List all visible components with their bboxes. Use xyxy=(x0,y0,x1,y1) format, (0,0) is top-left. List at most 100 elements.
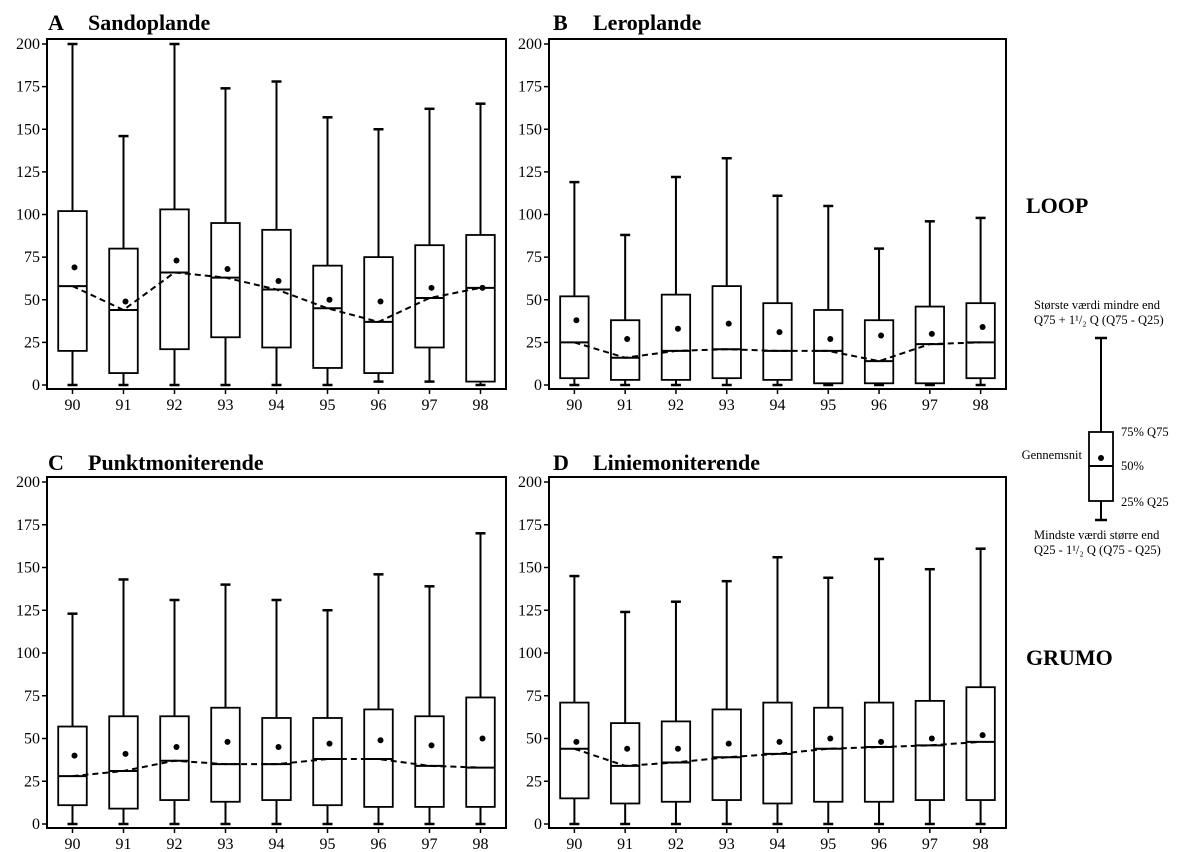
x-tick-label: 92 xyxy=(167,836,183,852)
y-tick-label: 50 xyxy=(24,731,40,748)
legend-median-label: 50% xyxy=(1121,459,1144,473)
mean-point xyxy=(979,732,986,739)
legend-max-line1: Største værdi mindre end xyxy=(1034,298,1161,312)
x-tick-label: 91 xyxy=(617,397,633,414)
x-tick-label: 90 xyxy=(65,836,81,852)
panel-d-letter: D xyxy=(553,450,569,475)
x-tick-label: 92 xyxy=(668,836,684,852)
x-tick-label: 98 xyxy=(473,397,489,414)
box xyxy=(965,302,996,380)
mean-point xyxy=(674,325,681,332)
legend-mean-label: Gennemsnit xyxy=(1022,448,1083,462)
y-tick-label: 100 xyxy=(16,207,40,224)
y-tick-label: 200 xyxy=(16,474,40,491)
y-tick-label: 50 xyxy=(526,731,542,748)
x-tick-label: 97 xyxy=(922,836,938,852)
box xyxy=(559,295,590,380)
panel-d-liniemoniterende: D Liniemoniterende 0 25 50 75 100 125 150 175 20… xyxy=(518,450,1007,852)
mean-point xyxy=(479,735,486,742)
y-tick-label: 0 xyxy=(32,377,40,394)
panel-c-title: Punktmoniterende xyxy=(88,450,264,475)
y-tick-label: 75 xyxy=(24,249,40,266)
mean-point xyxy=(71,264,78,271)
mean-point xyxy=(173,257,180,264)
mean-point xyxy=(326,740,333,747)
y-tick-label: 175 xyxy=(518,79,542,96)
panel-a-title: Sandoplande xyxy=(88,10,211,35)
grumo-label: GRUMO xyxy=(1026,645,1113,670)
legend-mean-dot xyxy=(1098,455,1104,461)
y-tick-label: 25 xyxy=(24,773,40,790)
median-trend-line xyxy=(574,740,981,767)
y-tick-label: 0 xyxy=(32,816,40,833)
x-tick-label: 97 xyxy=(922,397,938,414)
mean-point xyxy=(275,744,282,751)
x-tick-label: 93 xyxy=(719,397,735,414)
mean-point xyxy=(428,742,435,749)
loop-label: LOOP xyxy=(1026,193,1088,218)
box xyxy=(414,715,445,808)
y-tick-label: 125 xyxy=(16,164,40,181)
box xyxy=(813,706,844,803)
panel-c-letter: C xyxy=(48,450,64,475)
y-tick-label: 25 xyxy=(24,334,40,351)
y-tick-label: 175 xyxy=(16,517,40,534)
mean-point xyxy=(573,738,580,745)
x-tick-label: 92 xyxy=(167,397,183,414)
x-tick-label: 98 xyxy=(473,836,489,852)
panel-b-title: Leroplande xyxy=(593,10,702,35)
x-tick-label: 96 xyxy=(371,397,387,414)
x-tick-label: 90 xyxy=(65,397,81,414)
mean-point xyxy=(725,320,732,327)
y-tick-label: 100 xyxy=(518,645,542,662)
box xyxy=(57,210,88,352)
x-tick-label: 98 xyxy=(973,836,989,852)
mean-point xyxy=(674,745,681,752)
box xyxy=(711,285,742,380)
box xyxy=(762,302,793,381)
mean-point xyxy=(928,330,935,337)
y-tick-label: 0 xyxy=(534,816,542,833)
mean-point xyxy=(377,737,384,744)
mean-point xyxy=(776,329,783,336)
x-tick-label: 94 xyxy=(770,397,786,414)
box xyxy=(465,234,496,383)
box xyxy=(414,244,445,349)
x-tick-label: 97 xyxy=(422,397,438,414)
box xyxy=(965,686,996,801)
box xyxy=(312,717,343,807)
mean-point xyxy=(928,735,935,742)
mean-point xyxy=(624,745,631,752)
box xyxy=(108,715,139,810)
y-tick-label: 50 xyxy=(24,292,40,309)
mean-point xyxy=(122,750,129,757)
mean-point xyxy=(71,752,78,759)
box xyxy=(914,699,945,801)
mean-point xyxy=(827,335,834,342)
mean-point xyxy=(122,298,129,305)
y-tick-label: 175 xyxy=(16,79,40,96)
panel-b-leroplande: B Leroplande 0 25 50 75 100 125 150 175 200 90 91 9… xyxy=(518,10,1007,414)
mean-point xyxy=(479,284,486,291)
y-tick-label: 150 xyxy=(16,121,40,138)
mean-point xyxy=(878,738,885,745)
panel-c-punktmoniterende: C Punktmoniterende 0 25 50 75 100 125 150 175 20… xyxy=(16,450,507,852)
x-tick-label: 90 xyxy=(566,397,582,414)
y-tick-label: 50 xyxy=(526,292,542,309)
x-tick-label: 93 xyxy=(719,836,735,852)
box xyxy=(863,319,895,385)
mean-point xyxy=(173,744,180,751)
y-tick-label: 100 xyxy=(518,207,542,224)
mean-point xyxy=(878,332,885,339)
y-tick-label: 200 xyxy=(16,36,40,53)
mean-point xyxy=(624,335,631,342)
box xyxy=(363,256,394,374)
box xyxy=(863,701,895,803)
x-tick-label: 98 xyxy=(973,397,989,414)
x-tick-label: 97 xyxy=(422,836,438,852)
x-tick-label: 95 xyxy=(320,836,336,852)
x-tick-label: 96 xyxy=(371,836,387,852)
y-tick-label: 200 xyxy=(518,36,542,53)
y-tick-label: 150 xyxy=(16,560,40,577)
y-tick-label: 25 xyxy=(526,334,542,351)
